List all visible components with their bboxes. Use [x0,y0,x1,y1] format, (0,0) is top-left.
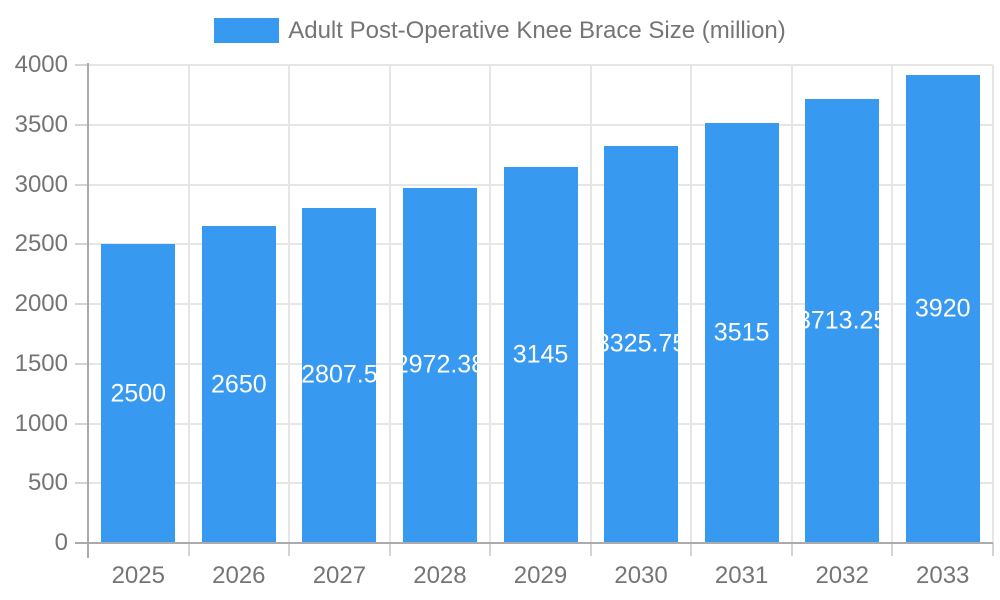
x-axis-category-label: 2030 [614,562,668,589]
x-axis-tick [187,543,190,556]
x-axis-category-label: 2033 [916,562,970,589]
y-axis-line [87,63,89,558]
bar: 2650 [201,226,276,543]
x-axis-category-label: 2025 [111,562,165,589]
y-axis-tick [75,362,88,365]
y-axis-tick [75,123,88,126]
x-axis-line [75,542,993,544]
gridline-vertical [891,65,894,543]
y-axis-tick-label: 0 [54,529,68,556]
y-axis-tick-label: 500 [27,469,68,497]
bar-value-label: 2807.5 [302,360,377,389]
x-axis-tick [992,543,994,556]
x-axis-category-label: 2026 [212,562,266,589]
x-axis-tick [489,543,492,556]
bar-value-label: 2972.38 [403,350,477,379]
bar: 2807.5 [302,207,377,543]
legend-swatch[interactable] [214,18,280,43]
gridline-vertical [589,65,592,543]
gridline-vertical [388,65,391,543]
bar: 3920 [905,74,980,543]
gridline-vertical [489,65,492,543]
x-axis-category-label: 2027 [312,562,367,589]
bar: 3325.75 [604,145,679,543]
bar-value-label: 2500 [110,379,167,408]
x-axis-tick [388,543,391,556]
y-axis-tick-label: 1500 [14,349,68,377]
y-axis-tick-label: 1000 [14,409,68,437]
bar: 3145 [503,167,578,543]
gridline-vertical [790,65,793,543]
x-axis-category-label: 2028 [413,562,467,589]
x-axis-tick [790,543,793,556]
y-axis-tick-label: 2000 [14,290,68,317]
x-axis-category-label: 2032 [815,562,869,589]
x-axis-category-label: 2029 [513,562,568,589]
bar: 2972.38 [402,187,477,543]
y-axis-tick-label: 3000 [14,170,68,198]
y-axis-tick [75,422,88,425]
y-axis-tick-label: 4000 [14,51,68,78]
bar-value-label: 2650 [211,370,267,399]
bar: 3713.25 [805,99,880,543]
gridline-vertical [288,65,291,543]
gridline-vertical [187,65,190,543]
x-axis-category-label: 2031 [714,562,769,589]
bar: 3515 [704,122,779,543]
gridline-horizontal [88,64,993,66]
gridline-vertical [690,65,693,543]
y-axis-tick [75,243,88,246]
x-axis-tick [891,543,894,556]
x-axis-tick [288,543,291,556]
y-axis-tick-label: 3500 [14,110,68,138]
x-axis-tick [589,543,592,556]
y-axis-tick [75,64,88,66]
bar-value-label: 3713.25 [805,306,879,335]
chart-legend: Adult Post-Operative Knee Brace Size (mi… [0,13,1000,48]
bar-value-label: 3515 [713,318,770,347]
bar-value-label: 3325.75 [604,329,678,358]
bar-value-label: 3920 [914,294,971,323]
y-axis-tick [75,482,88,485]
x-axis-tick [690,543,693,556]
bar: 2500 [101,244,176,543]
legend-label[interactable]: Adult Post-Operative Knee Brace Size (mi… [288,16,786,44]
gridline-vertical [992,65,994,543]
gridline-horizontal [88,123,993,126]
y-axis-tick [75,183,88,186]
y-axis-tick-label: 2500 [14,230,68,258]
y-axis-tick [75,303,88,305]
bar-value-label: 3145 [512,340,569,369]
